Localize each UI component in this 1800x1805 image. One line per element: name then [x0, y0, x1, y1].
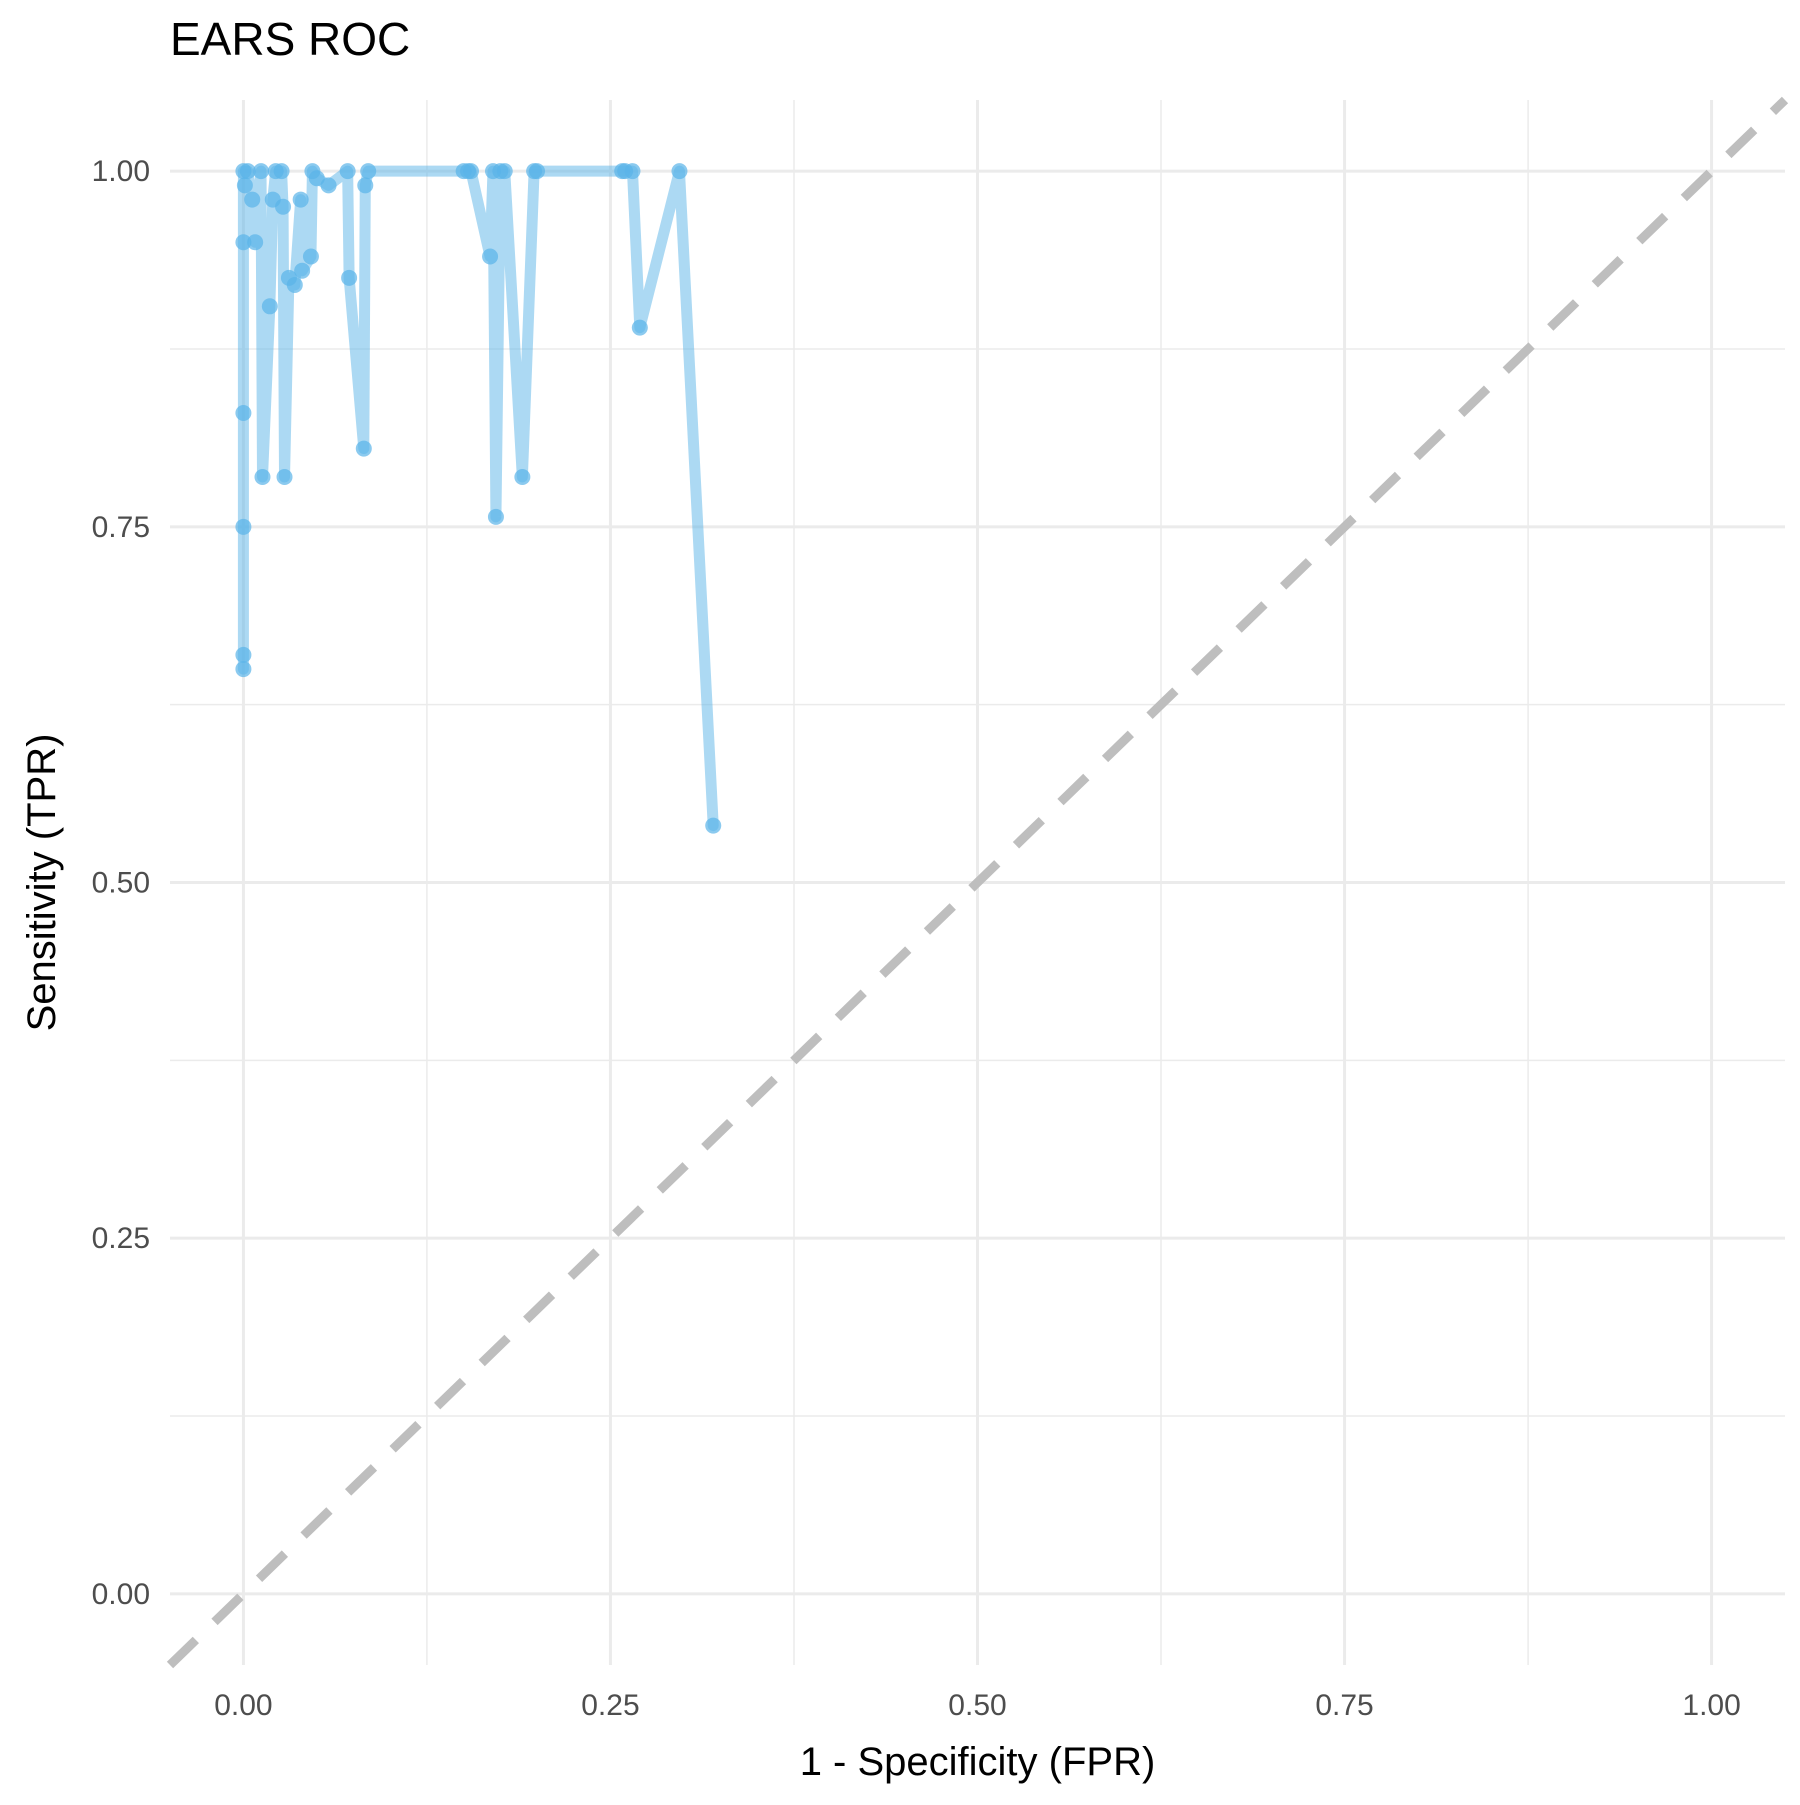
grid-layer [170, 100, 1785, 1665]
roc-point [671, 163, 688, 180]
y-tick-label: 0.75 [92, 511, 150, 544]
y-axis-label: Sensitivity (TPR) [20, 734, 64, 1032]
x-tick-label: 1.00 [1682, 1689, 1740, 1722]
roc-point [294, 262, 311, 279]
roc-point [302, 248, 319, 265]
y-tick-label: 0.50 [92, 867, 150, 900]
axis-layer: 0.00 0.25 0.50 0.75 1.00 0.00 0.25 0.50 0.75 1.00… [20, 155, 1741, 1784]
roc-point [235, 518, 252, 535]
roc-point [247, 234, 264, 251]
roc-point [292, 191, 309, 208]
roc-point [261, 298, 278, 315]
roc-point [487, 508, 504, 525]
roc-point [514, 469, 531, 486]
roc-point [235, 163, 252, 180]
roc-point [280, 269, 297, 286]
x-tick-label: 0.00 [214, 1689, 272, 1722]
roc-point [244, 191, 261, 208]
roc-point [320, 177, 337, 194]
roc-point [705, 817, 722, 834]
roc-point [264, 191, 281, 208]
x-tick-label: 0.25 [581, 1689, 639, 1722]
roc-curve-line [237, 165, 719, 832]
roc-point [235, 661, 252, 678]
reference-line-layer [166, 96, 1789, 1669]
roc-point [254, 469, 271, 486]
roc-point [235, 405, 252, 421]
x-axis-label: 1 - Specificity (FPR) [800, 1740, 1156, 1784]
roc-point [355, 440, 372, 457]
chart-title: EARS ROC [170, 13, 411, 65]
x-tick-label: 0.50 [948, 1689, 1006, 1722]
roc-point [482, 248, 499, 265]
roc-point [485, 163, 501, 180]
roc-point [304, 163, 321, 180]
roc-point [614, 163, 631, 180]
roc-point [341, 269, 358, 286]
roc-point [236, 177, 253, 194]
roc-point [526, 163, 543, 180]
roc-point [235, 234, 252, 251]
roc-point [455, 163, 472, 180]
roc-point [360, 163, 377, 180]
roc-point [276, 469, 293, 486]
roc-point [253, 163, 270, 180]
y-tick-label: 0.00 [92, 1578, 150, 1611]
roc-point [235, 646, 252, 663]
y-tick-label: 1.00 [92, 155, 150, 188]
y-tick-label: 0.25 [92, 1222, 150, 1255]
roc-point [339, 163, 356, 180]
roc-point [631, 319, 648, 336]
roc-point [267, 163, 284, 180]
x-tick-label: 0.75 [1315, 1689, 1373, 1722]
series-layer [235, 163, 722, 834]
reference-diagonal-line [166, 96, 1789, 1669]
roc-point [357, 177, 374, 194]
